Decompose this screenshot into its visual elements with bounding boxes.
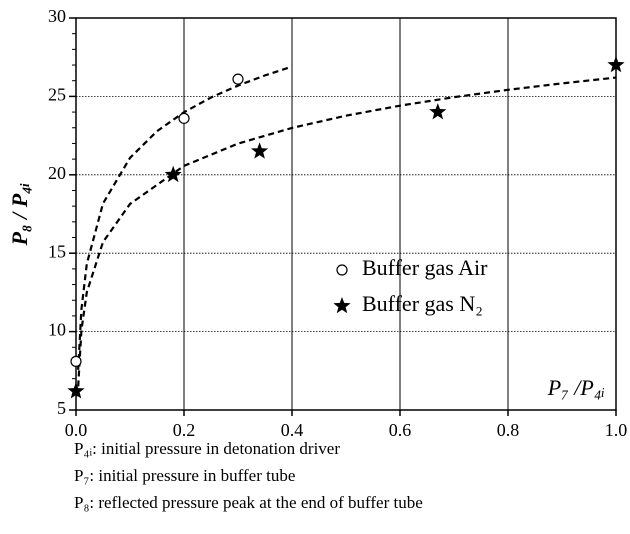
y-axis-label: P₈ / P₄ᵢ bbox=[7, 182, 32, 246]
star-marker bbox=[251, 142, 269, 159]
y-tick-label: 25 bbox=[48, 85, 66, 105]
star-marker bbox=[164, 165, 182, 183]
x-tick-label: 0.2 bbox=[173, 420, 196, 440]
y-tick-label: 10 bbox=[48, 320, 66, 340]
note: P₄ᵢ: initial pressure in detonation driv… bbox=[74, 439, 340, 458]
note: P₇: initial pressure in buffer tube bbox=[74, 466, 295, 485]
circle-marker bbox=[70, 355, 82, 367]
x-tick-label: 0.6 bbox=[389, 420, 412, 440]
legend-marker bbox=[336, 264, 348, 276]
star-marker bbox=[67, 382, 85, 399]
legend-marker bbox=[333, 297, 351, 314]
x-axis-label: P₇ /P₄ᵢ bbox=[547, 375, 605, 400]
plot-frame bbox=[75, 17, 617, 411]
x-tick-label: 0.8 bbox=[497, 420, 520, 440]
y-tick-label: 15 bbox=[48, 241, 66, 261]
note: P₈: reflected pressure peak at the end o… bbox=[74, 493, 423, 512]
fit-curve bbox=[76, 76, 617, 397]
star-marker bbox=[429, 103, 447, 120]
star-marker bbox=[607, 56, 625, 73]
y-tick-label: 30 bbox=[48, 6, 66, 26]
circle-marker bbox=[178, 112, 190, 124]
x-tick-label: 0.4 bbox=[281, 420, 304, 440]
legend-label: Buffer gas Air bbox=[362, 255, 488, 280]
circle-marker bbox=[232, 73, 244, 85]
x-tick-label: 1.0 bbox=[605, 420, 628, 440]
fit-curve bbox=[77, 65, 293, 370]
legend-label: Buffer gas N₂ bbox=[362, 291, 483, 316]
y-tick-label: 20 bbox=[48, 163, 66, 183]
y-tick-label: 5 bbox=[57, 398, 66, 418]
x-tick-label: 0.0 bbox=[65, 420, 88, 440]
